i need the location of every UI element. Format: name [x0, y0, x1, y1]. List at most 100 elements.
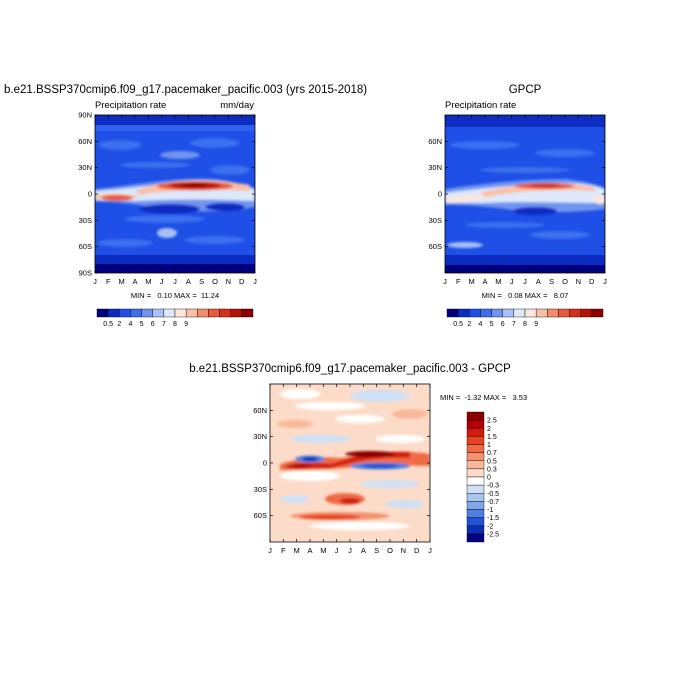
colorbar-swatch [219, 308, 231, 318]
colorbar-label: -1 [487, 507, 493, 514]
x-tick-label: N [576, 277, 581, 286]
colorbar-swatch [163, 308, 176, 318]
panel-diff-colorbar: 2.521.510.70.50.3 0-0.3-0.5-0.7-1-1.5-2-2… [466, 411, 499, 543]
x-tick-label: S [549, 277, 554, 286]
colorbar-swatch [466, 484, 485, 494]
x-tick-label: O [387, 546, 393, 555]
colorbar-label: 5 [140, 321, 144, 328]
y-tick-label: 90N [78, 111, 92, 120]
colorbar-label: 8 [523, 321, 527, 328]
colorbar-swatch [466, 517, 485, 526]
panel-model-field [95, 115, 255, 273]
y-tick-label: 30S [429, 216, 442, 225]
colorbar-swatch [480, 308, 492, 318]
x-tick-label: J [253, 277, 257, 286]
x-tick-label: M [294, 546, 300, 555]
x-tick-label: D [589, 277, 595, 286]
x-tick-label: A [482, 277, 487, 286]
x-tick-label: M [320, 546, 326, 555]
colorbar-label: -0.5 [487, 491, 499, 498]
y-tick-label: 30N [253, 432, 267, 441]
colorbar-swatch [569, 308, 581, 318]
colorbar-label: 2 [117, 321, 121, 328]
colorbar-swatch [141, 308, 153, 318]
panel-diff-field [270, 384, 430, 542]
panel-model-right-label: mm/day [220, 100, 254, 111]
colorbar-swatch [466, 509, 485, 518]
panel-model-left-label: Precipitation rate [95, 100, 166, 111]
colorbar-swatch [466, 533, 485, 543]
panel-model-stats: MIN = 0.10 MAX = 11.24 [131, 291, 219, 300]
x-tick-label: A [361, 546, 366, 555]
y-tick-label: 60N [78, 137, 92, 146]
colorbar-label: 9 [184, 321, 188, 328]
colorbar-swatch [558, 308, 570, 318]
colorbar-swatch [466, 428, 485, 437]
colorbar-label: 5 [490, 321, 494, 328]
colorbar-swatch [466, 452, 485, 461]
colorbar-label: 4 [128, 321, 132, 328]
x-tick-label: M [495, 277, 501, 286]
y-tick-label: 90S [79, 269, 92, 278]
colorbar-swatch [208, 308, 220, 318]
colorbar-swatch [466, 411, 485, 421]
x-tick-label: F [281, 546, 286, 555]
colorbar-label: 0.3 [487, 466, 497, 473]
colorbar-label: -2 [487, 523, 493, 530]
colorbar-label: 0.5 [453, 321, 463, 328]
panel-gpcp-colorbar: 0.5 2 4 5 6 7 8 9 [446, 308, 604, 328]
y-tick-label: 60S [254, 511, 267, 520]
colorbar-swatch [130, 308, 142, 318]
y-tick-label: 60N [253, 406, 267, 415]
colorbar-swatch [466, 525, 485, 535]
x-tick-label: D [414, 546, 420, 555]
colorbar-swatch [466, 460, 485, 470]
panel-model-colorbar: 0.5 2 4 5 6 7 8 9 [96, 308, 254, 328]
x-tick-label: N [226, 277, 231, 286]
x-tick-label: N [401, 546, 406, 555]
x-tick-label: J [523, 277, 527, 286]
colorbar-swatch [197, 308, 209, 318]
x-tick-label: J [348, 546, 352, 555]
colorbar-swatch [96, 308, 109, 318]
panel-diff-stats: MIN = -1.32 MAX = 3.53 [440, 393, 527, 402]
y-tick-label: 30S [79, 216, 92, 225]
panel-gpcp-title: GPCP [509, 84, 542, 96]
colorbar-label: 6 [151, 321, 155, 328]
colorbar-swatch [457, 308, 470, 318]
colorbar-swatch [466, 501, 485, 510]
colorbar-swatch [174, 308, 187, 318]
panel-diff-title: b.e21.BSSP370cmip6.f09_g17.pacemaker_pac… [189, 363, 511, 375]
x-tick-label: J [160, 277, 164, 286]
colorbar-swatch [107, 308, 120, 318]
y-tick-label: 60N [428, 137, 442, 146]
x-tick-label: O [562, 277, 568, 286]
panel-model: b.e21.BSSP370cmip6.f09_g17.pacemaker_pac… [4, 84, 367, 328]
colorbar-swatch [547, 308, 559, 318]
colorbar-swatch [185, 308, 198, 318]
x-tick-label: J [428, 546, 432, 555]
colorbar-label: 0.7 [487, 450, 497, 457]
colorbar-label: 9 [534, 321, 538, 328]
panel-model-title: b.e21.BSSP370cmip6.f09_g17.pacemaker_pac… [4, 84, 367, 96]
colorbar-label: 6 [501, 321, 505, 328]
x-tick-label: O [212, 277, 218, 286]
colorbar-swatch [535, 308, 548, 318]
x-tick-label: A [307, 546, 312, 555]
panel-gpcp-left-label: Precipitation rate [445, 100, 516, 111]
colorbar-swatch [230, 308, 243, 318]
y-tick-label: 30S [254, 485, 267, 494]
y-tick-label: 0 [88, 190, 92, 199]
colorbar-label: -2.5 [487, 531, 499, 538]
colorbar-swatch [502, 308, 515, 318]
x-tick-label: S [199, 277, 204, 286]
x-tick-label: A [132, 277, 137, 286]
colorbar-swatch [580, 308, 593, 318]
colorbar-label: -1.5 [487, 515, 499, 522]
colorbar-label: -0.3 [487, 483, 499, 490]
colorbar-swatch [466, 419, 485, 429]
colorbar-swatch [469, 308, 481, 318]
